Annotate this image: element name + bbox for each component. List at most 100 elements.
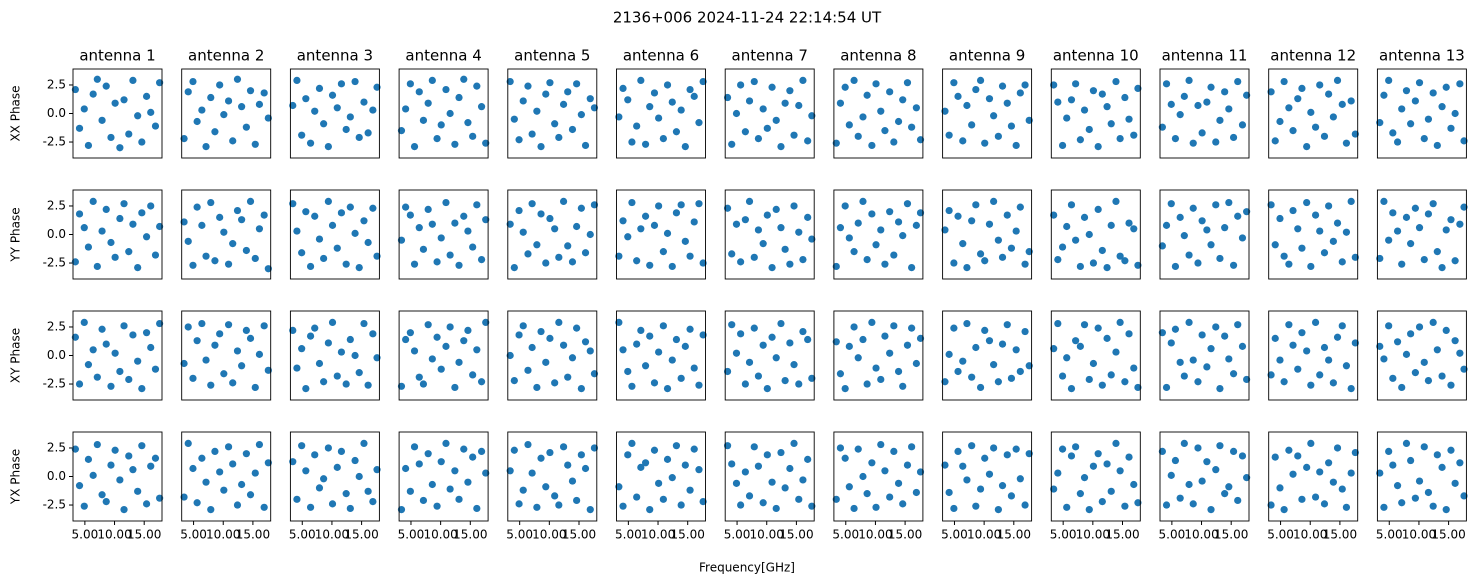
x-tick-label: 5.00 [72, 528, 99, 542]
point [1229, 447, 1238, 455]
point [193, 203, 201, 211]
point [624, 451, 632, 459]
point [1194, 101, 1202, 110]
point [1380, 355, 1388, 363]
point [406, 211, 414, 219]
point [998, 482, 1007, 490]
point [156, 319, 164, 328]
point [293, 227, 301, 235]
point [954, 367, 962, 376]
point [410, 443, 419, 451]
point [1067, 96, 1076, 104]
point [238, 480, 246, 489]
point [433, 135, 441, 143]
point [519, 228, 527, 236]
point [1216, 116, 1224, 124]
point [912, 359, 920, 368]
point [229, 137, 237, 145]
point [1080, 213, 1089, 221]
point [1424, 115, 1433, 123]
point [147, 202, 155, 210]
point [1351, 448, 1359, 457]
point [464, 326, 472, 334]
point [981, 257, 989, 265]
point [251, 140, 259, 148]
point [242, 123, 250, 131]
point [324, 339, 332, 347]
point [1442, 505, 1450, 514]
point [293, 76, 301, 85]
point [107, 382, 115, 390]
point [637, 225, 645, 233]
point [1134, 261, 1142, 269]
point [886, 208, 894, 216]
figure-title: 2136+006 2024-11-24 22:14:54 UT [613, 9, 882, 27]
x-tick-label: 15.00 [1323, 528, 1357, 542]
x-tick-label: 15.00 [997, 528, 1031, 542]
x-tick-label: 15.00 [236, 528, 270, 542]
point [1351, 339, 1359, 347]
point [1212, 466, 1220, 474]
point [519, 486, 527, 494]
point [1134, 499, 1142, 507]
point [1234, 77, 1242, 86]
point [134, 357, 142, 365]
panel-frame [507, 310, 598, 401]
point [1402, 350, 1411, 358]
point [1076, 262, 1084, 271]
point [1067, 384, 1076, 393]
point [510, 377, 518, 385]
point [877, 107, 885, 115]
point [211, 128, 219, 136]
point [451, 219, 459, 227]
point [1285, 446, 1293, 454]
panel-frame [724, 68, 815, 159]
point [1221, 224, 1229, 232]
point [968, 121, 976, 129]
panel-frame [1376, 310, 1467, 401]
point [777, 224, 785, 232]
point [1167, 100, 1175, 108]
point [832, 338, 840, 346]
point [1285, 321, 1293, 329]
point [306, 262, 315, 271]
point [1289, 127, 1297, 135]
point [428, 76, 436, 85]
point [1398, 383, 1406, 392]
point [672, 209, 681, 217]
point [781, 377, 789, 385]
point [1460, 203, 1468, 211]
point [845, 483, 853, 491]
panel-frame [724, 431, 815, 522]
point [264, 114, 272, 122]
point [147, 343, 155, 352]
point [107, 461, 115, 469]
point [990, 361, 998, 369]
point [111, 349, 119, 357]
point [650, 446, 659, 454]
point [1415, 477, 1424, 485]
point [80, 318, 88, 327]
point [1063, 222, 1071, 231]
point [963, 263, 971, 272]
panel-frame [833, 189, 924, 280]
point [750, 324, 758, 332]
point [845, 234, 853, 242]
point [1121, 502, 1129, 510]
point [1234, 496, 1242, 505]
point [328, 500, 337, 508]
point [373, 354, 381, 362]
point [859, 113, 867, 121]
point [1329, 237, 1337, 245]
point [777, 448, 785, 457]
point [1398, 105, 1406, 113]
point [1229, 133, 1238, 142]
point [1072, 80, 1080, 88]
point [410, 142, 419, 151]
point [1385, 76, 1393, 85]
point [477, 378, 486, 386]
panel-frame [398, 310, 489, 401]
x-tick-label: 5.00 [832, 528, 859, 542]
point [1238, 121, 1247, 129]
